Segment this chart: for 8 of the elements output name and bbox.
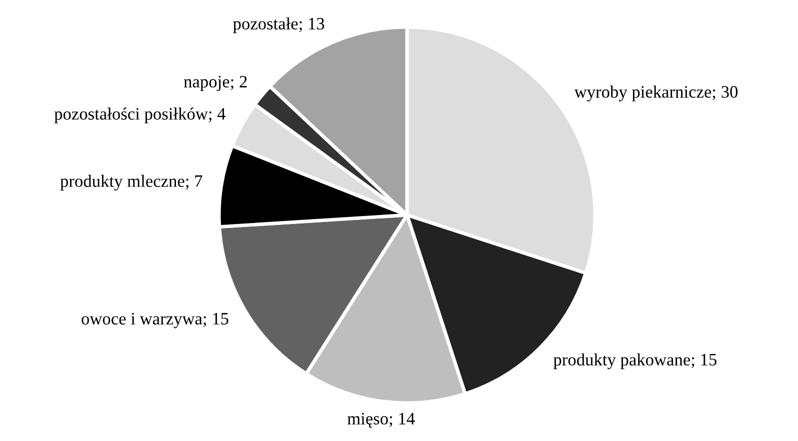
slice-label: produkty pakowane; 15 bbox=[554, 353, 716, 370]
slice-label: owoce i warzywa; 15 bbox=[82, 312, 228, 328]
slice-label: napoje; 2 bbox=[184, 76, 247, 92]
slice-label: pozostałości posiłków; 4 bbox=[54, 107, 226, 124]
slice-label: mięso; 14 bbox=[347, 412, 415, 428]
slice-label: wyroby piekarnicze; 30 bbox=[574, 86, 738, 102]
slice-label: pozostałe; 13 bbox=[233, 17, 324, 34]
slice-label: produkty mleczne; 7 bbox=[60, 174, 202, 191]
